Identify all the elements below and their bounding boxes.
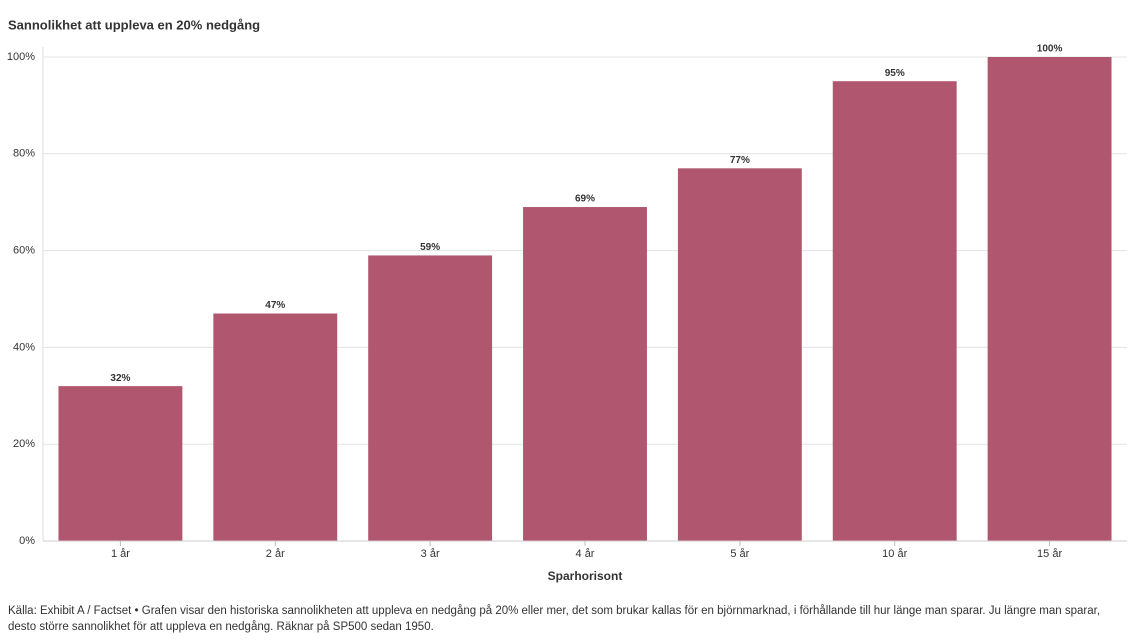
value-label: 69%	[575, 194, 595, 205]
value-label: 47%	[265, 300, 285, 311]
x-tick-label: 3 år	[421, 548, 440, 560]
bar	[213, 313, 338, 541]
value-label: 32%	[110, 373, 130, 384]
bar	[368, 255, 493, 541]
y-tick-label: 40%	[13, 341, 35, 353]
x-tick-label: 1 år	[111, 548, 130, 560]
bar	[523, 207, 647, 542]
y-tick-label: 100%	[7, 51, 35, 63]
y-tick-label: 0%	[19, 535, 35, 547]
chart-title: Sannolikhet att uppleva en 20% nedgång	[8, 17, 260, 32]
x-tick-label: 5 år	[730, 548, 749, 560]
x-axis-label: Sparhorisont	[548, 569, 623, 583]
value-label: 59%	[420, 242, 440, 253]
y-tick-label: 60%	[13, 245, 35, 257]
x-tick-label: 15 år	[1037, 548, 1062, 560]
x-tick-label: 2 år	[266, 548, 285, 560]
y-tick-label: 20%	[13, 438, 35, 450]
bar	[677, 168, 802, 541]
value-label: 95%	[885, 68, 905, 79]
bar	[832, 81, 957, 541]
value-label: 77%	[730, 155, 750, 166]
value-label: 100%	[1037, 44, 1063, 55]
x-tick-label: 10 år	[882, 548, 907, 560]
chart: Sannolikhet att uppleva en 20% nedgång S…	[7, 17, 1127, 583]
source-note: Källa: Exhibit A / Factset • Grafen visa…	[8, 605, 1101, 633]
x-tick-label: 4 år	[576, 548, 595, 560]
y-tick-label: 80%	[13, 148, 35, 160]
bar	[58, 386, 183, 541]
bar	[987, 57, 1112, 541]
